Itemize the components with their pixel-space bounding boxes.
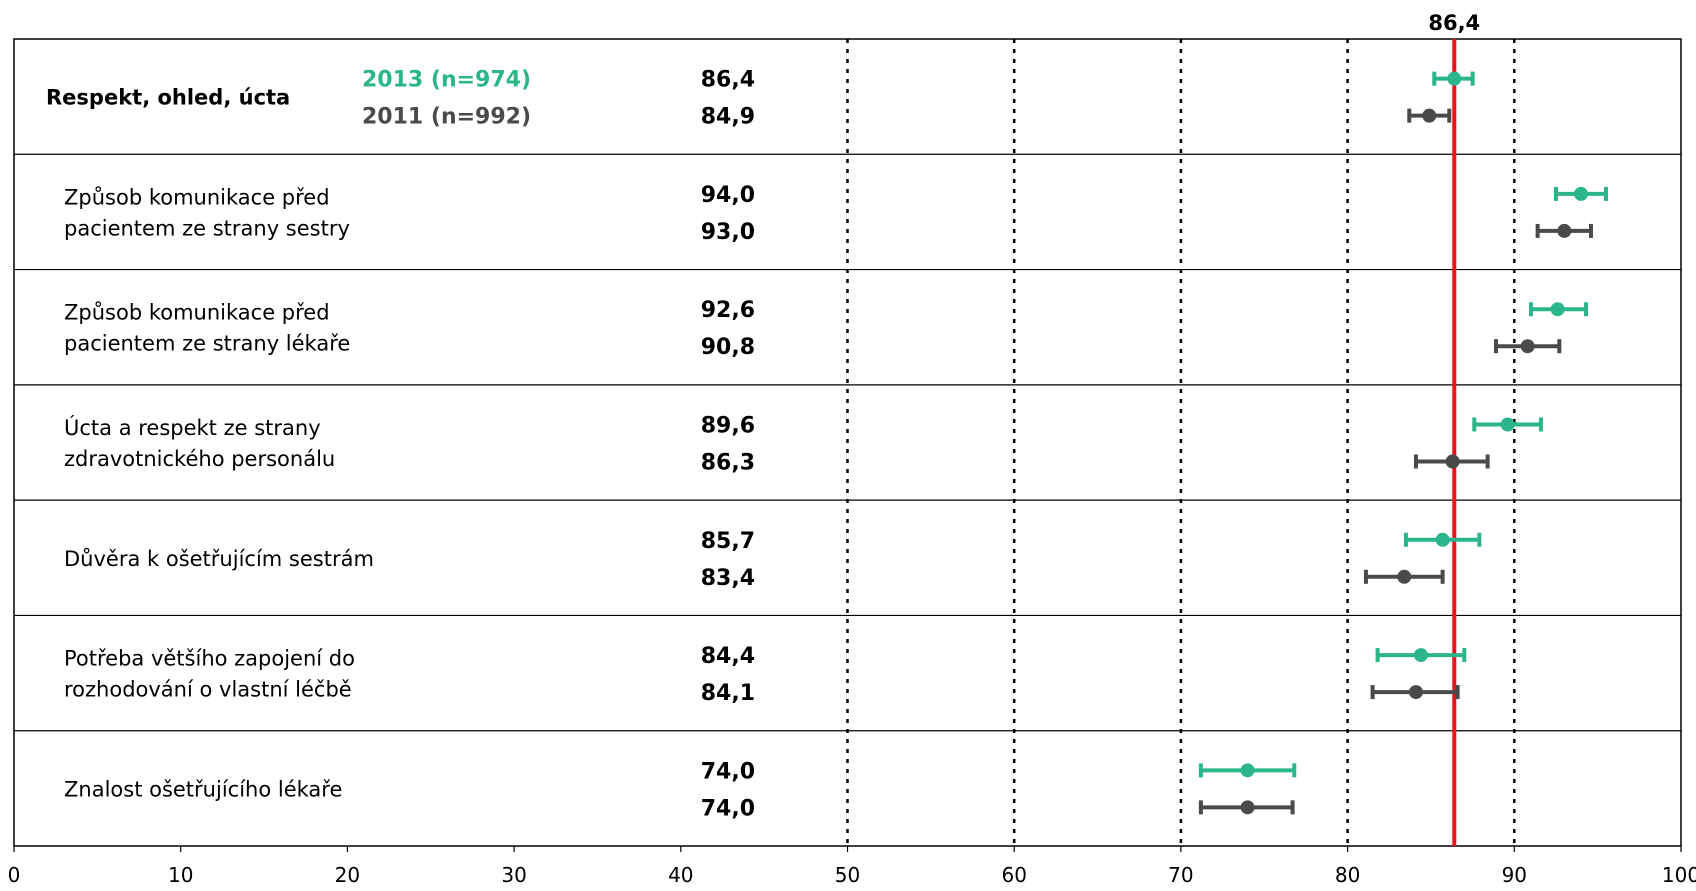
data-label: 94,0 (701, 183, 755, 208)
x-tick-label: 40 (668, 863, 693, 887)
data-label: 84,4 (701, 644, 755, 669)
x-tick-label: 30 (501, 863, 526, 887)
data-point (1550, 302, 1565, 317)
legend-entry: 2013 (n=974) (362, 68, 531, 93)
reference-line-label: 86,4 (1428, 11, 1480, 35)
data-label: 84,9 (701, 105, 755, 130)
x-tick-label: 0 (8, 863, 21, 887)
category-label: rozhodování o vlastní léčbě (64, 678, 352, 702)
x-tick-label: 50 (835, 863, 860, 887)
x-tick-label: 100 (1662, 863, 1696, 887)
data-point (1447, 71, 1462, 86)
category-label: Způsob komunikace před (64, 301, 330, 325)
data-point (1500, 417, 1515, 432)
data-point (1573, 186, 1588, 201)
category-label: Potřeba většího zapojení do (64, 647, 355, 671)
x-tick-label: 20 (335, 863, 360, 887)
data-point (1408, 685, 1423, 700)
data-label: 92,6 (701, 298, 755, 323)
x-tick-label: 70 (1168, 863, 1193, 887)
data-point (1413, 648, 1428, 663)
x-tick-label: 60 (1001, 863, 1026, 887)
data-label: 86,3 (701, 451, 755, 476)
category-label: pacientem ze strany lékaře (64, 332, 350, 356)
data-point (1445, 454, 1460, 469)
category-label: Důvěra k ošetřujícím sestrám (64, 547, 374, 571)
data-label: 90,8 (701, 335, 755, 360)
data-point (1557, 223, 1572, 238)
category-label: Respekt, ohled, úcta (46, 86, 290, 110)
data-point (1397, 569, 1412, 584)
x-tick-label: 90 (1502, 863, 1527, 887)
data-point (1520, 339, 1535, 354)
category-label: Úcta a respekt ze strany (64, 415, 321, 440)
category-label: Způsob komunikace před (64, 185, 330, 209)
data-label: 83,4 (701, 566, 755, 591)
data-point (1422, 108, 1437, 123)
data-point (1240, 763, 1255, 778)
category-label: zdravotnického personálu (64, 447, 335, 471)
x-tick-label: 10 (168, 863, 193, 887)
data-label: 93,0 (701, 220, 755, 245)
data-label: 85,7 (701, 529, 755, 554)
legend-entry: 2011 (n=992) (362, 105, 531, 130)
x-tick-label: 80 (1335, 863, 1360, 887)
data-point (1240, 800, 1255, 815)
data-label: 84,1 (701, 681, 755, 706)
data-label: 74,0 (701, 796, 755, 821)
data-label: 74,0 (701, 759, 755, 784)
data-point (1435, 532, 1450, 547)
category-label: pacientem ze strany sestry (64, 216, 350, 240)
data-label: 89,6 (701, 414, 755, 439)
data-label: 86,4 (701, 68, 755, 93)
category-label: Znalost ošetřujícího lékaře (64, 777, 342, 801)
